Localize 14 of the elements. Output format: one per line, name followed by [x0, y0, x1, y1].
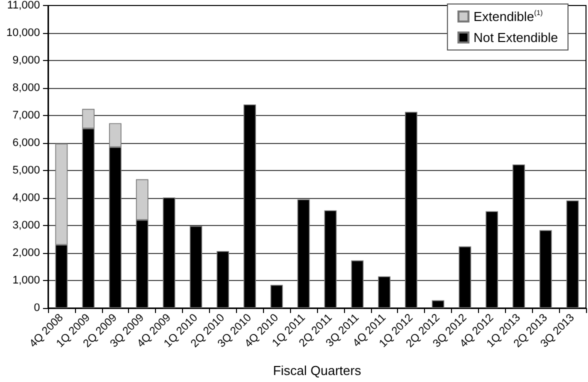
y-tick-label: 7,000: [12, 110, 40, 122]
y-tick-label: 6,000: [12, 137, 40, 149]
x-axis-title: Fiscal Quarters: [272, 363, 362, 378]
y-tick-label: 0: [34, 302, 40, 314]
y-tick-label: 1,000: [12, 274, 40, 286]
y-tick-label: 4,000: [12, 192, 40, 204]
y-tick-label: 9,000: [12, 54, 40, 66]
y-tick-label: 5,000: [12, 164, 40, 176]
y-tick-label: 8,000: [12, 82, 40, 94]
y-tick-label: 3,000: [12, 220, 40, 232]
y-tick-label: 2,000: [12, 247, 40, 259]
y-tick-label: 10,000: [6, 27, 40, 39]
y-tick-label: 11,000: [7, 0, 40, 12]
legend-label: Not Extendible: [473, 30, 558, 45]
